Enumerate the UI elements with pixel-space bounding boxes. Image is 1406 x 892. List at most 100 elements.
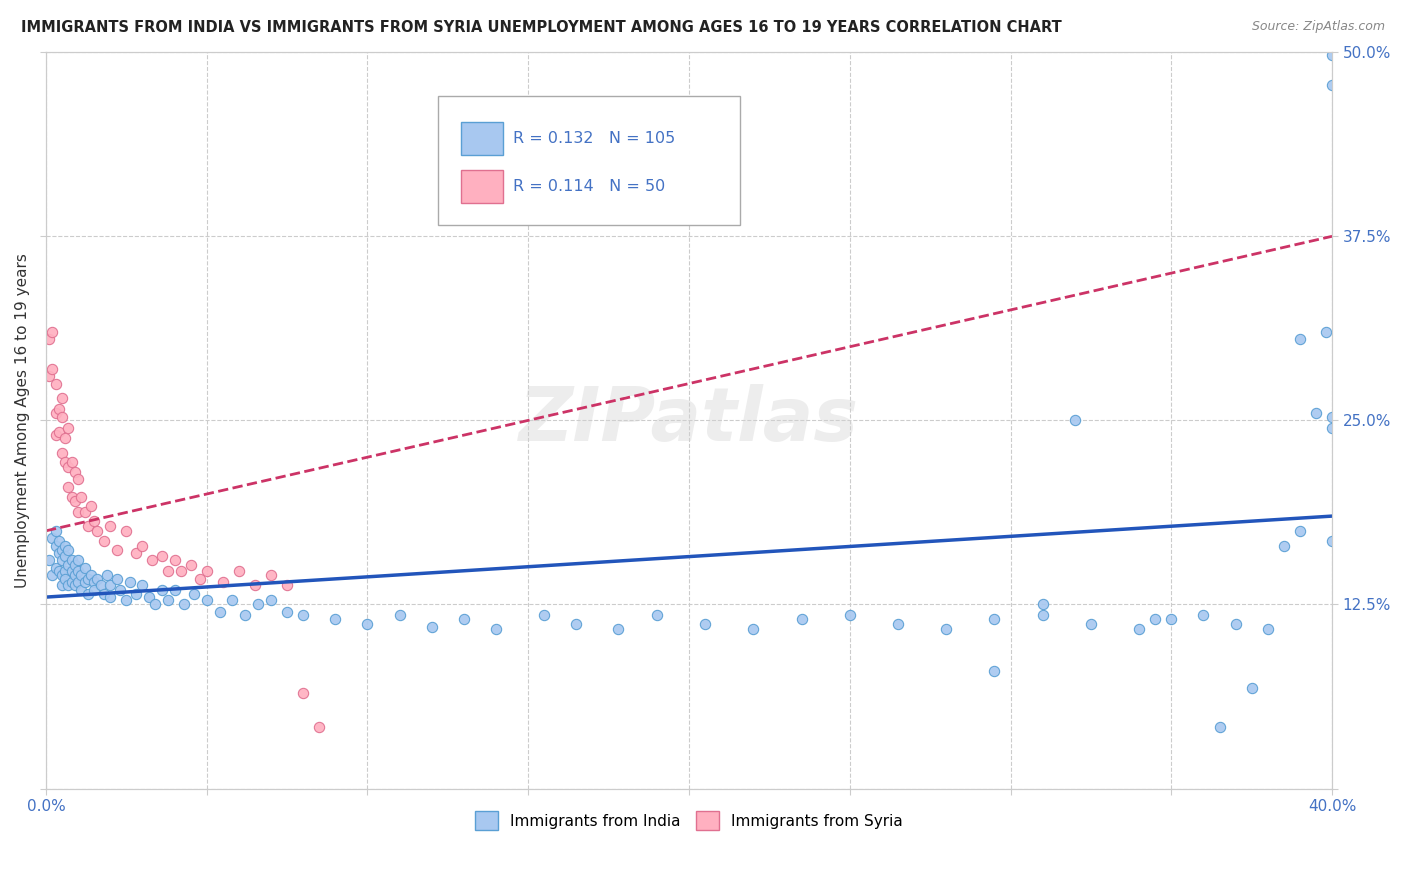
Point (105, 543, 128, 558)
Point (533, 607, 555, 622)
Point (138, 590, 160, 604)
Point (53, 564, 76, 578)
Point (58, 558, 80, 572)
Point (565, 616, 588, 631)
Point (70, 582, 93, 597)
Point (208, 605, 231, 619)
Point (86, 524, 108, 538)
Point (211, 575, 233, 590)
Text: Source: ZipAtlas.com: Source: ZipAtlas.com (1251, 20, 1385, 33)
Point (141, 553, 163, 567)
Point (83, 575, 105, 590)
Point (221, 593, 243, 607)
Point (45, 428, 67, 442)
FancyBboxPatch shape (439, 96, 741, 226)
Point (93, 587, 115, 601)
Point (48, 534, 70, 549)
Point (173, 598, 195, 612)
Point (453, 612, 475, 626)
Point (308, 720, 330, 734)
Point (51, 392, 73, 406)
Point (180, 558, 202, 572)
Point (48, 425, 70, 439)
Point (63, 558, 86, 572)
Point (607, 623, 630, 637)
Point (1320, 421, 1343, 435)
Point (228, 564, 250, 578)
Point (67, 505, 90, 519)
Point (83, 514, 105, 528)
Point (83, 582, 105, 597)
Point (1128, 623, 1150, 637)
Point (63, 568, 86, 582)
Point (53, 454, 76, 468)
Point (233, 607, 256, 622)
Point (63, 494, 86, 508)
Point (67, 564, 90, 578)
Point (98, 578, 121, 592)
Point (125, 587, 148, 601)
Point (150, 549, 173, 563)
Point (1320, 78, 1343, 92)
Point (63, 578, 86, 592)
Point (143, 598, 166, 612)
Point (983, 612, 1005, 626)
Point (51, 578, 73, 592)
Point (41, 531, 63, 545)
Point (108, 582, 131, 597)
Point (838, 607, 860, 622)
Point (60, 454, 83, 468)
Point (60, 575, 83, 590)
Point (188, 573, 211, 587)
Point (73, 560, 96, 574)
Point (195, 593, 218, 607)
Point (118, 575, 141, 590)
Point (45, 524, 67, 538)
Point (58, 421, 80, 435)
Point (67, 575, 90, 590)
Point (53, 431, 76, 445)
Point (86, 573, 108, 587)
Point (183, 587, 205, 601)
Text: R = 0.132   N = 105: R = 0.132 N = 105 (513, 131, 675, 146)
Point (51, 543, 73, 558)
Point (53, 539, 76, 553)
Point (485, 623, 508, 637)
Point (45, 406, 67, 420)
Point (76, 573, 98, 587)
Point (38, 369, 60, 384)
Point (163, 582, 186, 597)
Point (1272, 539, 1295, 553)
Point (1289, 524, 1312, 538)
Point (93, 534, 115, 549)
Point (935, 623, 957, 637)
Point (38, 553, 60, 567)
Point (1315, 325, 1337, 339)
Point (1160, 612, 1182, 626)
Point (45, 560, 67, 574)
Point (60, 490, 83, 504)
Point (1032, 598, 1054, 612)
Point (292, 686, 315, 700)
Point (51, 568, 73, 582)
Point (276, 605, 298, 619)
Point (150, 582, 173, 597)
Point (67, 472, 90, 486)
Point (131, 539, 153, 553)
Point (420, 619, 443, 633)
Point (887, 616, 910, 631)
Point (1320, 534, 1343, 549)
Point (742, 623, 765, 637)
Point (983, 664, 1005, 678)
Point (53, 549, 76, 563)
Point (115, 524, 138, 538)
Point (70, 490, 93, 504)
Point (125, 546, 148, 560)
Point (41, 325, 63, 339)
Point (60, 564, 83, 578)
Point (388, 607, 411, 622)
Point (58, 543, 80, 558)
Point (163, 553, 186, 567)
Point (80, 568, 103, 582)
Point (70, 568, 93, 582)
